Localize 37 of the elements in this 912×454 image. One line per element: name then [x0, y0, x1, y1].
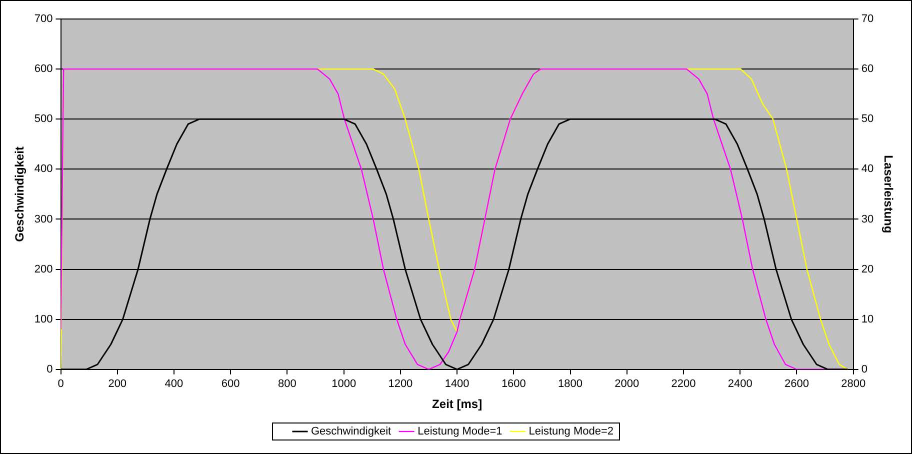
x-tick-label: 2200	[671, 378, 696, 390]
legend-label: Leistung Mode=1	[418, 426, 502, 438]
y2-tick-label: 0	[861, 363, 868, 376]
y-tick-label: 600	[34, 63, 53, 76]
y-tick-label: 400	[34, 163, 53, 176]
y2-tick-label: 30	[861, 213, 874, 226]
x-tick-label: 800	[278, 378, 296, 390]
x-tick-label: 2400	[728, 378, 752, 390]
x-tick-label: 2600	[784, 378, 809, 390]
legend-label: Geschwindigkeit	[311, 426, 392, 438]
x-tick-label: 600	[221, 378, 240, 390]
y2-tick-label: 60	[861, 63, 874, 76]
y-tick-label: 300	[34, 213, 53, 226]
x-tick-label: 1200	[388, 378, 413, 390]
y2-tick-label: 40	[861, 163, 874, 176]
y2-tick-label: 70	[861, 13, 874, 26]
x-tick-label: 200	[108, 378, 127, 390]
y2-tick-label: 50	[861, 113, 874, 126]
y-tick-label: 100	[34, 313, 53, 326]
x-tick-label: 400	[164, 378, 184, 390]
x-tick-label: 1000	[332, 378, 356, 390]
legend-label: Leistung Mode=2	[528, 426, 614, 438]
x-tick-label: 1600	[501, 378, 526, 390]
y-tick-label: 200	[34, 263, 53, 276]
y2-axis-title: Laserleistung	[881, 155, 896, 234]
x-tick-label: 1800	[558, 378, 583, 390]
x-tick-label: 0	[58, 378, 64, 390]
x-tick-label: 1400	[444, 378, 470, 390]
x-tick-label: 2000	[614, 378, 640, 390]
y2-tick-label: 20	[861, 263, 874, 276]
y-axis-title: Geschwindigkeit	[12, 146, 27, 242]
x-axis-title: Zeit [ms]	[432, 397, 482, 412]
y-tick-label: 500	[34, 113, 53, 126]
y-tick-label: 0	[46, 363, 53, 376]
x-tick-label: 2800	[841, 378, 866, 390]
y2-tick-label: 10	[861, 313, 874, 326]
y-tick-label: 700	[34, 13, 53, 26]
